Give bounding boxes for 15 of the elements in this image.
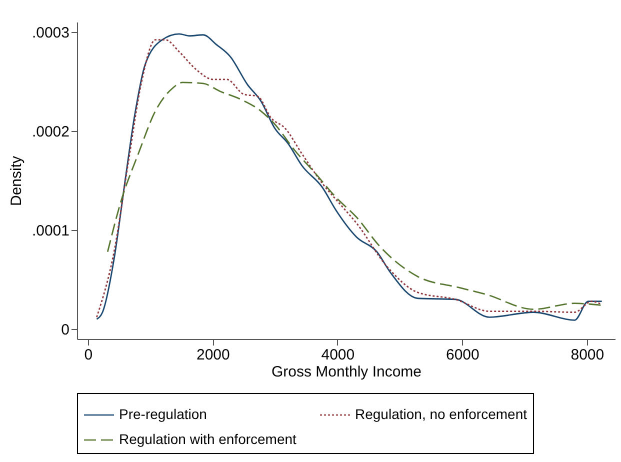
y-tick-label: 0 <box>61 322 70 339</box>
x-tick-label: 0 <box>84 346 93 364</box>
y-tick-label: .0003 <box>32 24 70 42</box>
y-tick-label: .0002 <box>32 123 70 140</box>
legend-label: Pre-regulation <box>119 406 207 422</box>
x-tick-label: 4000 <box>321 346 355 364</box>
y-tick-label: .0001 <box>32 222 70 240</box>
line-series <box>106 82 603 310</box>
x-tick-label: 8000 <box>570 346 604 364</box>
legend-label: Regulation, no enforcement <box>355 406 528 422</box>
y-axis-title: Density <box>8 156 25 206</box>
x-tick-label: 2000 <box>196 346 230 364</box>
x-tick-label: 6000 <box>446 346 480 364</box>
legend-label: Regulation with enforcement <box>119 431 297 447</box>
x-axis-title: Gross Monthly Income <box>271 364 422 380</box>
